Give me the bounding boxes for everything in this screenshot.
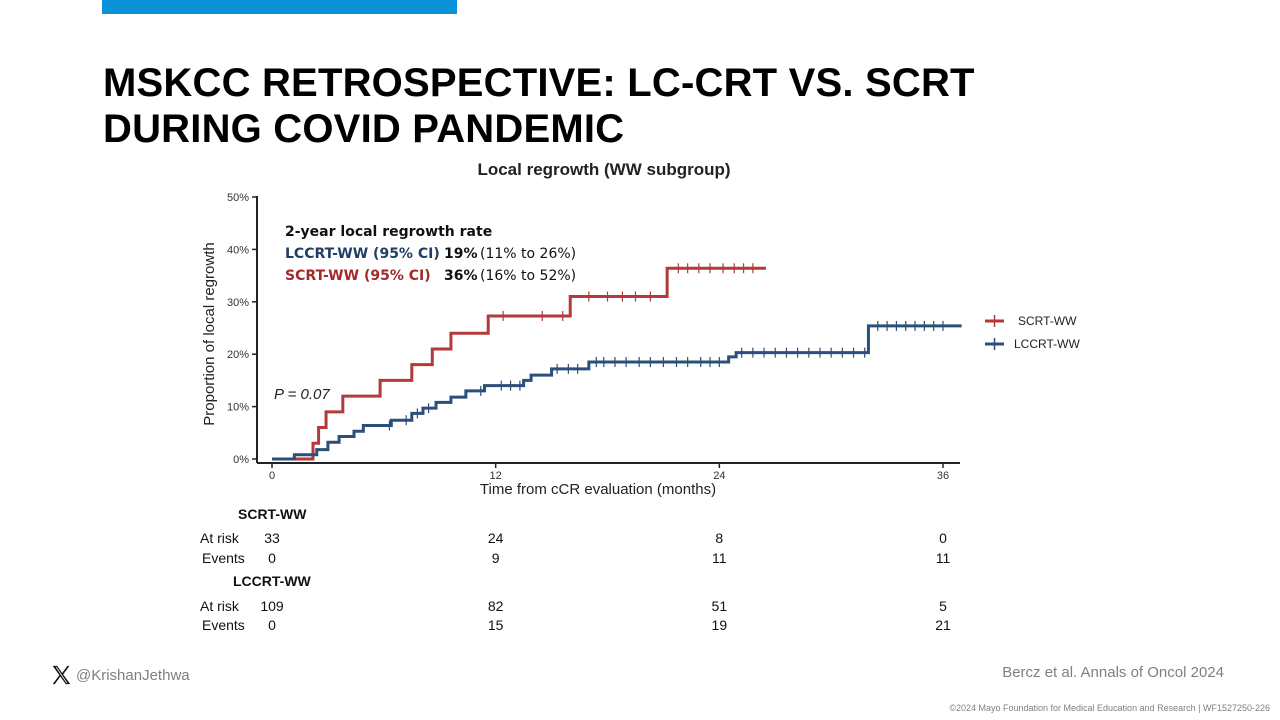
- risk-atrisk-lccrt-ww: 82: [488, 598, 504, 614]
- risk-atrisk-scrt-ww: 33: [264, 530, 280, 546]
- risk-label-atrisk-lccrt: At risk: [200, 598, 240, 614]
- y-tick-label: 50%: [227, 192, 249, 204]
- series-line-lccrt-ww: [272, 324, 962, 461]
- risk-events-lccrt-ww: 19: [712, 617, 728, 633]
- risk-events-lccrt-ww: 0: [268, 617, 276, 633]
- legend: SCRT-WW LCCRT-WW: [985, 314, 1080, 351]
- slide-title: MSKCC RETROSPECTIVE: LC-CRT VS. SCRT DUR…: [103, 60, 1103, 152]
- risk-events-scrt-ww: 9: [492, 550, 500, 566]
- y-tick-label: 30%: [227, 297, 249, 309]
- p-value-annotation: P = 0.07: [274, 386, 330, 403]
- rate-ci-scrt: (16% to 52%): [480, 268, 576, 284]
- series-layer: [272, 263, 962, 461]
- risk-atrisk-lccrt-ww: 109: [260, 598, 284, 614]
- y-tick-label: 40%: [227, 244, 249, 256]
- x-tick-label: 0: [269, 470, 275, 482]
- copyright: ©2024 Mayo Foundation for Medical Educat…: [949, 703, 1270, 713]
- risk-atrisk-lccrt-ww: 5: [939, 598, 947, 614]
- rate-value-scrt: 36%: [444, 268, 478, 284]
- risk-group-lccrt: LCCRT-WW: [233, 573, 312, 589]
- social-handle[interactable]: @KrishanJethwa: [50, 663, 190, 687]
- slide-title-line2: DURING COVID PANDEMIC: [103, 107, 625, 151]
- series-line-scrt-ww: [272, 266, 766, 461]
- y-tick-label: 20%: [227, 349, 249, 361]
- risk-atrisk-scrt-ww: 0: [939, 530, 947, 546]
- risk-values: 33 0 24 9 8 11 0 11 109 0 82 15 51 19 5 21: [260, 530, 951, 633]
- chart-title: Local regrowth (WW subgroup): [477, 160, 730, 179]
- risk-group-scrt: SCRT-WW: [238, 506, 307, 522]
- risk-atrisk-lccrt-ww: 51: [712, 598, 728, 614]
- rate-label-lccrt: LCCRT-WW (95% CI): [285, 246, 440, 262]
- x-ticks: 0 12 24 36: [269, 463, 949, 482]
- x-tick-label: 12: [490, 470, 502, 482]
- rate-ci-lccrt: (11% to 26%): [480, 246, 576, 262]
- risk-atrisk-scrt-ww: 24: [488, 530, 504, 546]
- risk-events-scrt-ww: 0: [268, 550, 276, 566]
- x-logo-icon: [52, 665, 71, 685]
- handle-text: @KrishanJethwa: [76, 666, 190, 684]
- risk-label-atrisk-scrt: At risk: [200, 530, 240, 546]
- x-axis-label: Time from cCR evaluation (months): [480, 481, 716, 498]
- y-tick-label: 0%: [233, 454, 249, 466]
- x-tick-label: 36: [937, 470, 949, 482]
- risk-events-lccrt-ww: 21: [935, 617, 951, 633]
- risk-atrisk-scrt-ww: 8: [715, 530, 723, 546]
- risk-events-lccrt-ww: 15: [488, 617, 504, 633]
- accent-bar: [102, 0, 457, 14]
- rate-label-scrt: SCRT-WW (95% CI): [285, 268, 431, 284]
- legend-label-lccrt: LCCRT-WW: [1014, 337, 1080, 351]
- rate-value-lccrt: 19%: [444, 246, 478, 262]
- rate-box-heading: 2-year local regrowth rate: [285, 224, 492, 240]
- risk-events-scrt-ww: 11: [712, 550, 727, 566]
- risk-label-events-lccrt: Events: [202, 617, 245, 633]
- risk-label-events-scrt: Events: [202, 550, 245, 566]
- risk-events-scrt-ww: 11: [936, 550, 951, 566]
- rate-box: 2-year local regrowth rate LCCRT-WW (95%…: [285, 224, 576, 284]
- y-ticks: 0% 10% 20% 30% 40% 50%: [227, 192, 257, 466]
- x-tick-label: 24: [713, 470, 725, 482]
- risk-table: SCRT-WW At risk Events LCCRT-WW At risk …: [200, 506, 951, 633]
- slide-title-line1: MSKCC RETROSPECTIVE: LC-CRT VS. SCRT: [103, 61, 975, 105]
- y-axis-label: Proportion of local regrowth: [201, 242, 218, 425]
- y-tick-label: 10%: [227, 402, 249, 414]
- citation: Bercz et al. Annals of Oncol 2024: [1002, 664, 1224, 681]
- legend-label-scrt: SCRT-WW: [1018, 314, 1077, 328]
